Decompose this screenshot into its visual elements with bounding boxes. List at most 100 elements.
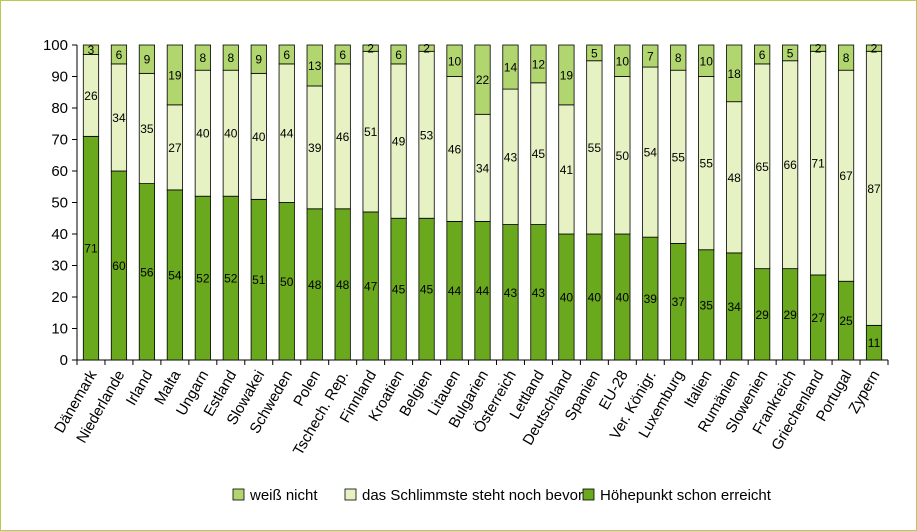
data-label: 6 xyxy=(116,48,123,62)
data-label: 44 xyxy=(280,127,294,141)
data-label: 50 xyxy=(616,149,630,163)
data-label: 14 xyxy=(504,61,518,75)
bar-segment xyxy=(670,44,687,71)
data-label: 48 xyxy=(336,278,350,292)
data-label: 27 xyxy=(811,311,825,325)
data-label: 40 xyxy=(560,291,574,305)
data-label: 5 xyxy=(787,46,794,60)
data-label: 71 xyxy=(811,157,825,171)
bar-segment xyxy=(166,44,183,106)
bar-segment xyxy=(698,44,715,77)
data-label: 40 xyxy=(616,291,630,305)
data-label: 18 xyxy=(728,67,742,81)
bar-segment xyxy=(334,44,351,65)
data-label: 34 xyxy=(112,111,126,125)
y-tick-label: 100 xyxy=(43,37,68,54)
bar-segment xyxy=(446,44,463,77)
data-label: 35 xyxy=(140,122,154,136)
data-label: 25 xyxy=(839,314,853,328)
data-label: 2 xyxy=(367,42,374,56)
data-label: 22 xyxy=(476,73,490,87)
data-label: 44 xyxy=(448,284,462,298)
data-label: 47 xyxy=(364,279,378,293)
data-label: 2 xyxy=(423,42,430,56)
data-label: 48 xyxy=(308,278,322,292)
bar-segment xyxy=(837,44,855,71)
data-label: 9 xyxy=(144,53,151,67)
data-label: 65 xyxy=(755,160,769,174)
bar-segment xyxy=(250,44,267,74)
data-label: 46 xyxy=(336,130,350,144)
legend-swatch xyxy=(582,488,595,501)
y-tick-label: 80 xyxy=(51,100,68,117)
data-label: 6 xyxy=(283,48,290,62)
data-label: 11 xyxy=(868,336,881,350)
legend-swatch xyxy=(232,488,245,501)
data-label: 10 xyxy=(700,54,714,68)
data-label: 39 xyxy=(308,141,322,155)
data-label: 40 xyxy=(224,127,238,141)
bar-segment xyxy=(418,44,435,52)
data-label: 52 xyxy=(196,272,210,286)
data-label: 52 xyxy=(224,272,238,286)
y-tick-label: 40 xyxy=(51,226,68,243)
y-tick-label: 30 xyxy=(51,258,68,275)
data-label: 6 xyxy=(339,48,346,62)
data-label: 8 xyxy=(843,51,850,65)
data-label: 12 xyxy=(532,57,546,71)
data-label: 41 xyxy=(560,163,574,177)
data-label: 6 xyxy=(759,48,766,62)
data-label: 45 xyxy=(420,283,434,297)
data-label: 54 xyxy=(168,268,182,282)
data-label: 71 xyxy=(84,242,98,256)
data-label: 2 xyxy=(815,42,822,56)
data-label: 51 xyxy=(252,273,266,287)
data-label: 53 xyxy=(420,128,434,142)
data-label: 7 xyxy=(647,50,654,64)
data-label: 60 xyxy=(112,259,126,273)
data-label: 35 xyxy=(700,298,714,312)
bar-segment xyxy=(194,44,211,71)
bar-segment xyxy=(390,44,407,65)
y-tick-label: 60 xyxy=(51,163,68,180)
legend-swatch xyxy=(344,488,357,501)
data-label: 9 xyxy=(255,53,262,67)
data-label: 67 xyxy=(839,169,853,183)
y-tick-label: 0 xyxy=(60,352,68,369)
bar-segment xyxy=(642,44,659,68)
bar-segment xyxy=(110,44,128,65)
data-label: 27 xyxy=(168,141,182,155)
data-label: 40 xyxy=(196,127,210,141)
data-label: 43 xyxy=(532,286,546,300)
data-label: 19 xyxy=(560,68,574,82)
bar-segment xyxy=(278,44,295,65)
legend-label: das Schlimmste steht noch bevor xyxy=(362,487,583,504)
bar-segment xyxy=(306,44,323,87)
y-tick-label: 10 xyxy=(51,321,68,338)
data-label: 55 xyxy=(588,141,602,155)
y-tick-label: 50 xyxy=(51,195,68,212)
bar-segment xyxy=(865,44,883,52)
data-label: 34 xyxy=(728,300,742,314)
bar-segment xyxy=(222,44,239,71)
data-label: 55 xyxy=(672,150,686,164)
bar-segment xyxy=(586,44,603,62)
y-tick-label: 90 xyxy=(51,69,68,86)
bar-segment xyxy=(82,44,100,55)
data-label: 45 xyxy=(392,283,406,297)
bar-segment xyxy=(502,44,519,90)
data-label: 66 xyxy=(783,158,797,172)
data-label: 29 xyxy=(755,308,769,322)
data-label: 10 xyxy=(448,54,462,68)
category-label: Irland xyxy=(123,368,156,409)
data-label: 48 xyxy=(728,171,742,185)
data-label: 13 xyxy=(308,59,322,73)
data-label: 8 xyxy=(200,51,207,65)
bar-segment xyxy=(530,44,547,84)
data-label: 8 xyxy=(675,51,682,65)
data-label: 55 xyxy=(700,157,714,171)
bar-segment xyxy=(809,44,827,52)
data-label: 87 xyxy=(867,182,881,196)
data-label: 10 xyxy=(616,54,630,68)
